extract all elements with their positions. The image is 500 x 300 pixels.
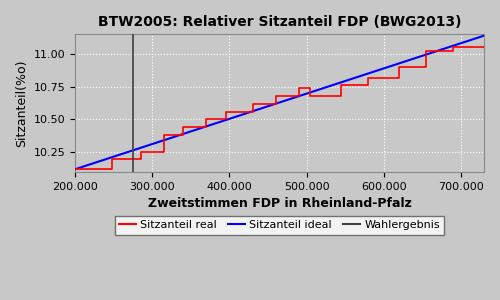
Title: BTW2005: Relativer Sitzanteil FDP (BWG2013): BTW2005: Relativer Sitzanteil FDP (BWG20… bbox=[98, 15, 462, 29]
Y-axis label: Sitzanteil(%o): Sitzanteil(%o) bbox=[15, 59, 28, 147]
X-axis label: Zweitstimmen FDP in Rheinland-Pfalz: Zweitstimmen FDP in Rheinland-Pfalz bbox=[148, 197, 412, 210]
Legend: Sitzanteil real, Sitzanteil ideal, Wahlergebnis: Sitzanteil real, Sitzanteil ideal, Wahle… bbox=[115, 216, 444, 235]
